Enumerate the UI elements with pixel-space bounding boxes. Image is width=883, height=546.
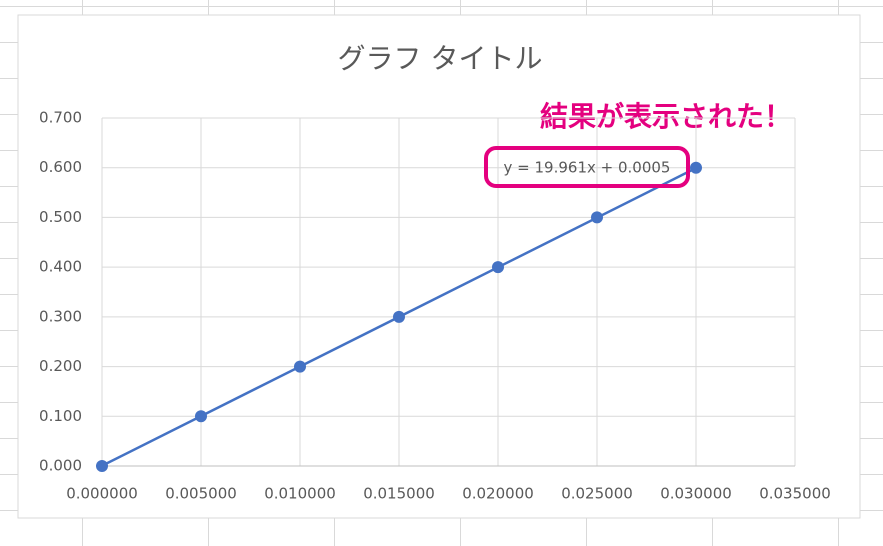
x-tick-label: 0.035000 [759, 485, 831, 503]
marker [492, 261, 504, 274]
x-tick-label: 0.005000 [165, 485, 237, 503]
x-tick-label: 0.015000 [363, 485, 435, 503]
chart-area [17, 14, 861, 519]
y-tick-label: 0.500 [39, 208, 82, 226]
marker [96, 460, 108, 472]
y-tick-label: 0.700 [39, 109, 82, 127]
y-tick-label: 0.600 [39, 158, 82, 176]
marker [195, 410, 207, 423]
y-tick-label: 0.400 [39, 258, 82, 276]
marker [591, 211, 603, 224]
marker [294, 360, 306, 373]
x-tick-label: 0.000000 [66, 485, 138, 503]
chart-title: グラフ タイトル [338, 42, 543, 75]
marker [393, 310, 405, 323]
y-tick-label: 0.100 [39, 407, 82, 425]
marker [690, 161, 702, 174]
trendline-label: y = 19.961x + 0.0005 [504, 159, 671, 177]
y-tick-label: 0.000 [39, 457, 82, 475]
trendline-label-box [484, 146, 690, 188]
y-tick-label: 0.200 [39, 357, 82, 375]
x-tick-label: 0.030000 [660, 485, 732, 503]
x-tick-label: 0.025000 [561, 485, 633, 503]
x-tick-label: 0.010000 [264, 485, 336, 503]
x-tick-label: 0.020000 [462, 485, 534, 503]
annotation: 結果が表示された！ [540, 100, 792, 133]
y-tick-label: 0.300 [39, 307, 82, 325]
